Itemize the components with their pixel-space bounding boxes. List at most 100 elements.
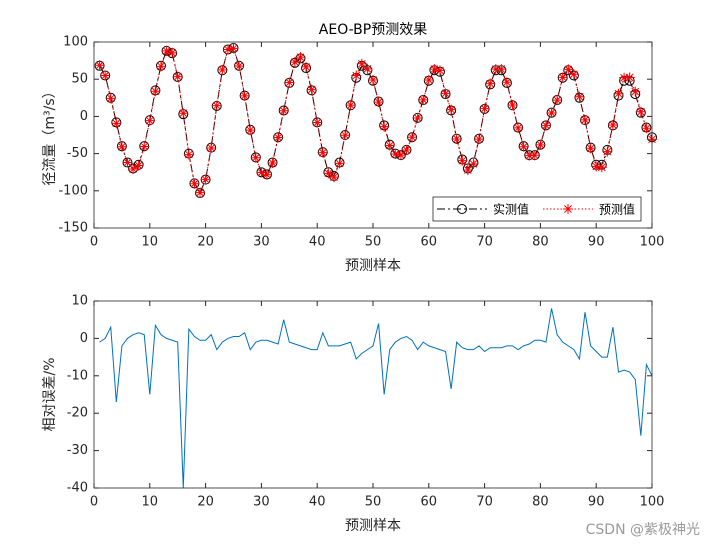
marker <box>351 70 362 81</box>
marker <box>362 63 373 74</box>
marker <box>535 139 546 150</box>
marker <box>256 167 267 178</box>
marker <box>574 91 585 102</box>
y-tick-label: -100 <box>58 183 88 198</box>
marker <box>144 115 155 126</box>
x-tick-label: 100 <box>640 495 665 510</box>
marker <box>384 140 395 151</box>
x-tick-label: 90 <box>588 495 605 510</box>
x-tick-label: 30 <box>253 235 270 250</box>
series-line <box>99 308 653 489</box>
marker <box>552 95 563 106</box>
marker <box>501 77 512 88</box>
marker <box>111 118 122 129</box>
marker <box>619 72 630 83</box>
marker <box>161 45 172 56</box>
legend-label: 实测值 <box>493 202 529 217</box>
y-tick-label: -30 <box>67 443 88 458</box>
x-axis-label: 预测样本 <box>345 258 401 274</box>
y-tick-label: 50 <box>71 72 88 87</box>
x-tick-label: 60 <box>421 495 438 510</box>
marker <box>568 69 579 80</box>
y-axis-label: 径流量（m³/s） <box>42 84 58 185</box>
marker <box>457 204 467 214</box>
marker <box>150 86 161 97</box>
marker <box>434 65 445 76</box>
marker <box>222 44 233 55</box>
marker <box>563 64 574 75</box>
marker <box>368 74 378 85</box>
y-tick-label: 0 <box>80 109 88 124</box>
marker <box>133 160 144 171</box>
marker <box>446 104 457 115</box>
marker <box>563 204 573 214</box>
x-tick-label: 10 <box>142 495 159 510</box>
marker <box>195 187 206 198</box>
marker <box>624 72 635 83</box>
marker <box>278 105 289 116</box>
x-tick-label: 30 <box>253 495 270 510</box>
marker <box>507 100 518 111</box>
marker <box>206 142 217 153</box>
x-tick-label: 60 <box>421 235 438 250</box>
x-tick-label: 10 <box>142 235 159 250</box>
marker <box>183 149 194 160</box>
y-tick-label: 0 <box>80 331 88 346</box>
watermark: CSDN @紫极神光 <box>586 522 700 538</box>
marker <box>540 120 551 131</box>
marker <box>479 103 490 114</box>
marker <box>228 43 239 54</box>
marker <box>128 164 139 175</box>
marker <box>585 143 596 154</box>
marker <box>412 112 423 123</box>
marker <box>94 60 105 71</box>
x-tick-label: 70 <box>476 495 493 510</box>
marker <box>557 72 568 83</box>
x-tick-label: 0 <box>90 235 98 250</box>
marker <box>580 114 591 125</box>
y-tick-label: -150 <box>58 221 88 236</box>
marker <box>328 172 339 183</box>
marker <box>261 169 272 180</box>
x-tick-label: 80 <box>532 495 549 510</box>
x-tick-label: 80 <box>532 235 549 250</box>
marker <box>334 158 345 169</box>
marker <box>217 64 228 75</box>
marker <box>440 88 451 99</box>
x-tick-label: 40 <box>309 495 326 510</box>
x-tick-label: 100 <box>640 235 665 250</box>
y-tick-label: -10 <box>67 368 88 383</box>
marker <box>451 133 462 144</box>
marker <box>496 64 507 75</box>
marker <box>373 97 384 108</box>
marker <box>306 84 317 95</box>
marker <box>546 107 557 118</box>
marker <box>518 141 529 152</box>
marker <box>490 64 501 75</box>
marker <box>591 161 602 172</box>
marker <box>468 158 479 169</box>
y-tick-label: 10 <box>71 294 88 309</box>
marker <box>462 165 473 176</box>
marker <box>423 74 434 85</box>
marker <box>155 61 166 72</box>
marker <box>630 86 641 97</box>
marker <box>211 100 222 111</box>
marker <box>234 61 245 72</box>
marker <box>250 152 261 163</box>
marker <box>167 47 178 58</box>
x-axis-label: 预测样本 <box>345 518 401 534</box>
marker <box>379 121 390 132</box>
marker <box>613 88 624 99</box>
marker <box>139 141 150 152</box>
y-tick-label: -20 <box>67 406 88 421</box>
marker <box>200 174 211 185</box>
marker <box>607 120 618 131</box>
chart-title: AEO-BP预测效果 <box>319 22 427 38</box>
marker <box>356 58 367 69</box>
marker <box>429 64 440 75</box>
marker <box>116 141 127 152</box>
marker <box>273 132 284 143</box>
marker <box>474 134 485 145</box>
